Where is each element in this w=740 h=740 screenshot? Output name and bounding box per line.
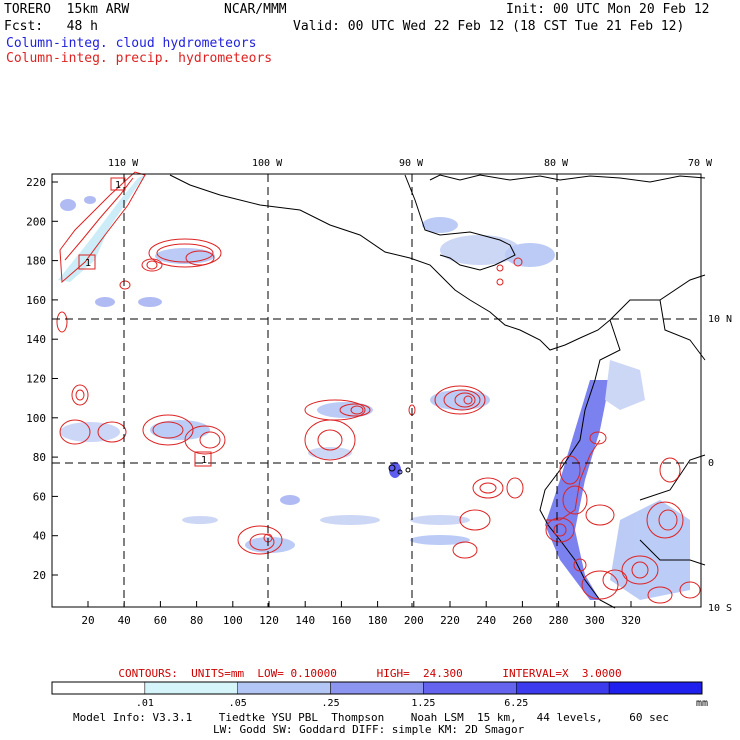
x-tick-label: 20	[81, 614, 94, 627]
lat-label-10n: 10 N	[708, 314, 732, 325]
y-tick-label: 60	[33, 490, 46, 503]
box-label-1: 1	[115, 180, 121, 191]
colorbar-level-label: .05	[229, 698, 247, 709]
x-tick-label: 200	[404, 614, 424, 627]
lon-label-100w: 100 W	[252, 158, 283, 169]
y-tick-label: 180	[26, 255, 46, 268]
model-title: TORERO 15km ARW	[4, 2, 130, 17]
colorbar-cell	[51, 681, 146, 695]
y-tick-label: 100	[26, 412, 46, 425]
colorbar-cell	[237, 681, 331, 695]
precip-contours	[56, 171, 701, 604]
axis-ticks: 20 40 60 80 100 120 140 160 180 200 220 240 260 280 30…	[26, 176, 641, 627]
lat-label-10s: 10 S	[708, 603, 732, 614]
lon-label-80w: 80 W	[544, 158, 569, 169]
colorbar-level-label: 1.25	[411, 698, 435, 709]
colorbar-level-label: .01	[136, 698, 154, 709]
colorbar-cell	[516, 681, 610, 695]
colorbar-level-label: 6.25	[504, 698, 528, 709]
box-label-2: 1	[85, 258, 91, 269]
x-tick-label: 60	[154, 614, 167, 627]
y-tick-label: 160	[26, 294, 46, 307]
cloud-shading	[58, 175, 690, 600]
map-frame	[51, 173, 702, 608]
colorbar: .01 .05 .25 1.25 6.25 mm	[51, 681, 708, 709]
y-tick-label: 220	[26, 176, 46, 189]
y-tick-label: 140	[26, 333, 46, 346]
lon-label-90w: 90 W	[399, 158, 424, 169]
org-label: NCAR/MMM	[224, 2, 287, 17]
x-tick-label: 180	[368, 614, 388, 627]
x-tick-label: 100	[223, 614, 243, 627]
x-tick-label: 80	[190, 614, 203, 627]
lon-label-110w: 110 W	[108, 158, 139, 169]
colorbar-cell	[608, 681, 703, 695]
x-tick-label: 240	[476, 614, 496, 627]
marker-boxes	[78, 177, 212, 467]
y-tick-label: 80	[33, 451, 46, 464]
lon-label-70w: 70 W	[688, 158, 713, 169]
x-tick-label: 160	[331, 614, 351, 627]
lat-label-0: 0	[708, 458, 714, 469]
valid-time: Valid: 00 UTC Wed 22 Feb 12 (18 CST Tue …	[293, 19, 685, 34]
colorbar-cell	[330, 681, 424, 695]
field-precip-label: Column-integ. precip. hydrometeors	[6, 51, 273, 66]
model-info: Model Info: V3.3.1 Tiedtke YSU PBL Thomp…	[73, 711, 670, 724]
field-cloud-label: Column-integ. cloud hydrometeors	[6, 36, 257, 51]
y-tick-label: 120	[26, 373, 46, 386]
colorbar-level-label: .25	[322, 698, 340, 709]
x-tick-label: 40	[118, 614, 131, 627]
contours-info: CONTOURS: UNITS=mm LOW= 0.10000 HIGH= 24…	[118, 667, 622, 680]
lat-lon-grid	[52, 174, 701, 607]
init-time: Init: 00 UTC Mon 20 Feb 12	[506, 2, 710, 17]
y-tick-label: 40	[33, 530, 46, 543]
box-label-3: 1	[201, 455, 207, 466]
colorbar-unit: mm	[696, 698, 708, 709]
x-tick-label: 220	[440, 614, 460, 627]
colorbar-cell	[423, 681, 517, 695]
x-tick-label: 120	[259, 614, 279, 627]
colorbar-cell	[144, 681, 238, 695]
y-tick-label: 20	[33, 569, 46, 582]
x-tick-label: 300	[585, 614, 605, 627]
x-tick-label: 320	[621, 614, 641, 627]
y-tick-label: 200	[26, 215, 46, 228]
x-tick-label: 260	[512, 614, 532, 627]
model-physics: LW: Godd SW: Goddard DIFF: simple KM: 2D…	[213, 723, 525, 736]
forecast-hour: Fcst: 48 h	[4, 19, 98, 34]
x-tick-label: 140	[295, 614, 315, 627]
x-tick-label: 280	[549, 614, 569, 627]
